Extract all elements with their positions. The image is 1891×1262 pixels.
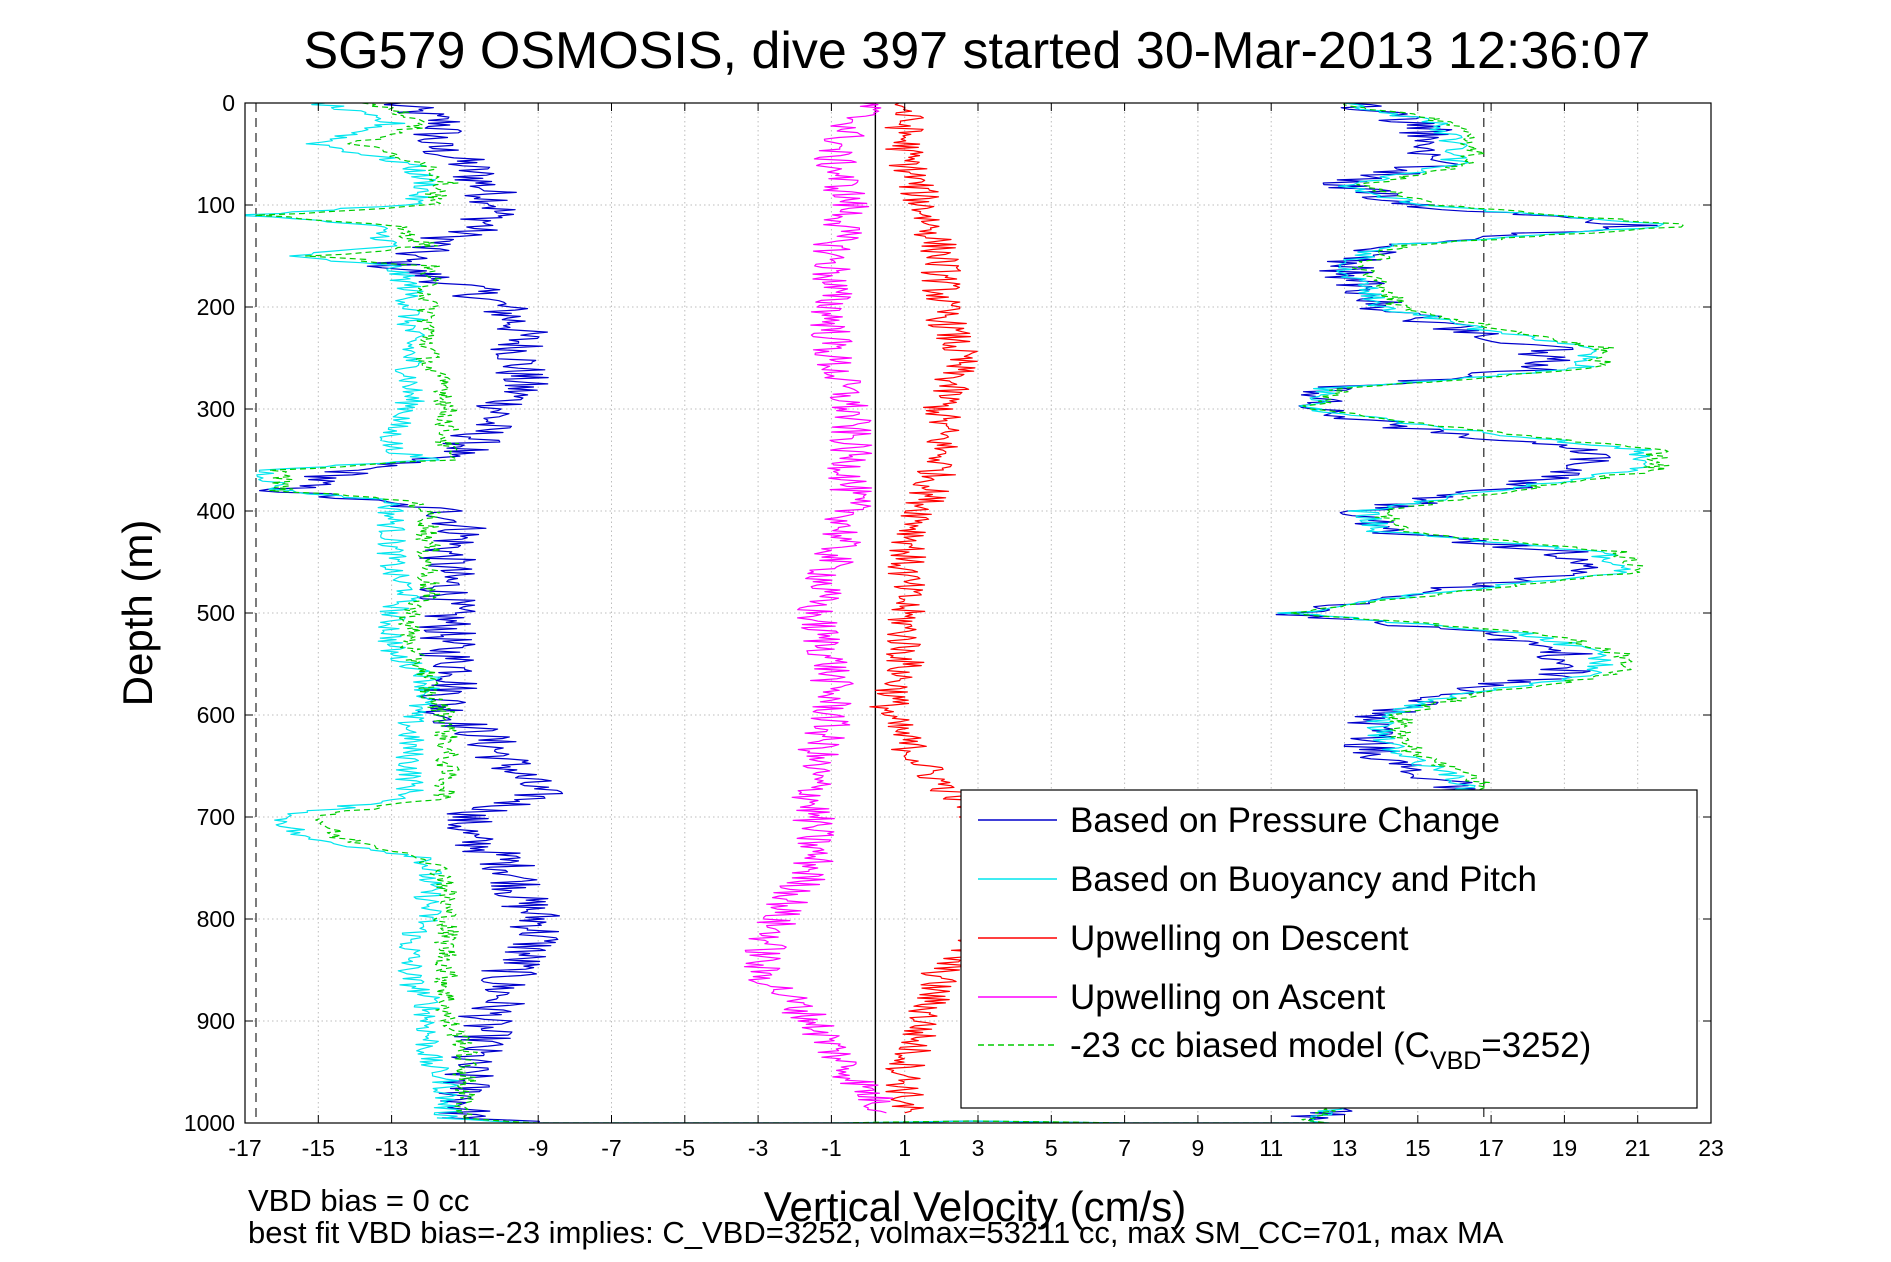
y-tick-label: 800: [197, 906, 235, 932]
x-tick-label: -3: [748, 1135, 768, 1161]
x-axis-ticks: -17 -15 -13 -11 -9 -7 -5 -3 -1 1 3 5 7 9 11 13 15 17 19 21 2…: [228, 103, 1724, 1161]
x-tick-label: 13: [1332, 1135, 1358, 1161]
legend-box: [960, 789, 1698, 1109]
chart-title: SG579 OSMOSIS, dive 397 started 30-Mar-2…: [304, 22, 1651, 80]
reference-lines: [255, 103, 1485, 1123]
x-tick-label: -15: [302, 1135, 335, 1161]
x-tick-label: 5: [1045, 1135, 1058, 1161]
y-tick-label: 900: [197, 1008, 235, 1034]
x-tick-label: 19: [1552, 1135, 1578, 1161]
legend-label: Upwelling on Ascent: [1070, 978, 1385, 1017]
series-layer: [245, 103, 1684, 1123]
x-tick-label: 23: [1698, 1135, 1724, 1161]
y-tick-label: 200: [197, 294, 235, 320]
x-tick-label: -17: [228, 1135, 261, 1161]
y-tick-label: 1000: [184, 1110, 235, 1136]
x-axis-label: Vertical Velocity (cm/s): [764, 1183, 1186, 1230]
x-tick-label: -9: [528, 1135, 548, 1161]
y-tick-label: 300: [197, 396, 235, 422]
legend-label: -23 cc biased model (CVBD=3252): [1070, 1026, 1591, 1075]
legend: Based on Pressure Change Based on Buoyanc…: [960, 789, 1698, 1109]
x-tick-label: 17: [1478, 1135, 1504, 1161]
series-line: [259, 103, 564, 1119]
y-tick-label: 600: [197, 702, 235, 728]
legend-label: Based on Buoyancy and Pitch: [1070, 860, 1537, 899]
series-4: [255, 103, 1684, 1123]
footnote-best-fit: best fit VBD bias=-23 implies: C_VBD=325…: [248, 1215, 1504, 1250]
x-tick-label: -5: [675, 1135, 695, 1161]
x-tick-label: -7: [601, 1135, 621, 1161]
series-line: [743, 103, 894, 1114]
legend-label: Upwelling on Descent: [1070, 919, 1409, 958]
x-tick-label: 3: [972, 1135, 985, 1161]
y-axis-label: Depth (m): [114, 520, 161, 707]
x-tick-label: 15: [1405, 1135, 1431, 1161]
series-3: [743, 103, 894, 1114]
y-tick-label: 0: [222, 90, 235, 116]
footnote-vbd-bias: VBD bias = 0 cc: [248, 1183, 469, 1218]
y-tick-label: 700: [197, 804, 235, 830]
x-tick-label: 11: [1259, 1135, 1283, 1161]
x-tick-label: -13: [375, 1135, 408, 1161]
series-line: [245, 103, 462, 1119]
y-tick-label: 100: [197, 192, 235, 218]
x-tick-label: 1: [898, 1135, 911, 1161]
x-tick-label: -11: [449, 1135, 481, 1161]
series-line: [255, 103, 478, 1119]
x-tick-label: 21: [1625, 1135, 1651, 1161]
y-axis-ticks: 0 100 200 300 400 500 600 700 800 900 1000: [184, 90, 1711, 1136]
x-tick-label: 7: [1118, 1135, 1131, 1161]
legend-label: Based on Pressure Change: [1070, 801, 1500, 840]
x-tick-label: -1: [821, 1135, 841, 1161]
y-tick-label: 400: [197, 498, 235, 524]
series-line: [463, 103, 1684, 1123]
y-tick-label: 500: [197, 600, 235, 626]
legend-entries: Based on Pressure Change Based on Buoyanc…: [978, 801, 1591, 1075]
x-tick-label: 9: [1192, 1135, 1205, 1161]
